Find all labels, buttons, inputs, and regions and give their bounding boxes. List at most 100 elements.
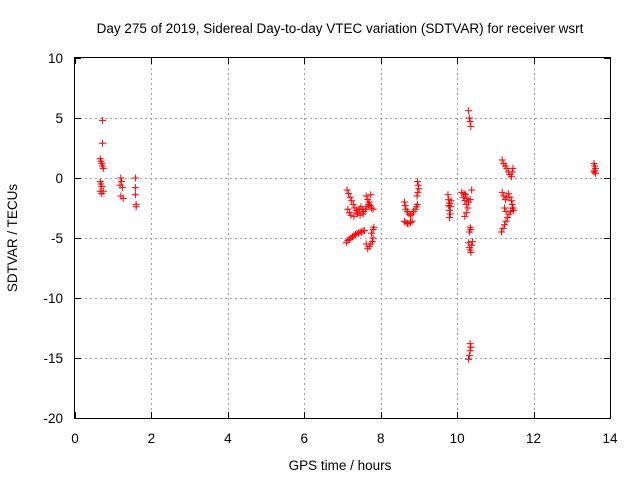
data-point xyxy=(349,200,357,208)
data-point xyxy=(466,196,474,204)
data-point xyxy=(468,241,476,249)
data-point xyxy=(413,200,421,208)
data-point xyxy=(507,197,515,205)
data-point xyxy=(368,229,376,237)
y-tick-label: 0 xyxy=(55,171,63,186)
data-point xyxy=(465,114,473,122)
data-point xyxy=(462,209,470,217)
data-point xyxy=(369,205,377,213)
data-point xyxy=(368,204,376,212)
data-point xyxy=(467,122,475,130)
data-point xyxy=(346,193,354,201)
data-point xyxy=(444,191,452,199)
data-point xyxy=(507,208,515,216)
data-point xyxy=(446,206,453,214)
x-tick-label: 12 xyxy=(526,431,541,446)
y-tick-label: 5 xyxy=(55,111,63,126)
data-point xyxy=(347,211,355,219)
data-point xyxy=(361,227,369,235)
data-point xyxy=(460,190,468,198)
y-tick-label: 10 xyxy=(48,51,63,66)
data-point xyxy=(507,173,515,181)
data-point xyxy=(359,210,367,218)
y-axis-label: SDTVAR / TECUs xyxy=(5,184,20,293)
data-point xyxy=(465,355,473,363)
data-point xyxy=(401,202,409,210)
data-point xyxy=(465,228,473,236)
data-point xyxy=(98,182,106,190)
data-point xyxy=(99,116,107,124)
data-point xyxy=(461,212,469,220)
x-tick-labels: 0 2 4 6 8 10 12 14 xyxy=(71,431,618,446)
data-point xyxy=(467,248,475,256)
data-point xyxy=(413,178,421,186)
data-point xyxy=(118,178,126,186)
data-point xyxy=(465,107,473,115)
data-point xyxy=(344,205,352,213)
data-point xyxy=(508,168,516,176)
data-points xyxy=(96,107,599,363)
data-point xyxy=(503,164,511,172)
data-point xyxy=(345,190,353,198)
data-point xyxy=(358,228,366,236)
x-tick-label: 0 xyxy=(71,431,79,446)
data-point xyxy=(355,229,363,237)
data-point xyxy=(407,218,415,226)
data-point xyxy=(498,156,506,164)
data-point xyxy=(500,192,508,200)
chart-title: Day 275 of 2019, Sidereal Day-to-day VTE… xyxy=(97,21,584,36)
data-point xyxy=(591,169,599,177)
data-point xyxy=(506,193,514,201)
data-point xyxy=(466,347,474,355)
data-point xyxy=(446,203,454,211)
data-point xyxy=(462,191,470,199)
data-point xyxy=(343,186,351,194)
data-point xyxy=(117,174,125,182)
data-point xyxy=(119,194,127,202)
data-point xyxy=(131,191,139,199)
x-axis-label: GPS time / hours xyxy=(289,458,392,473)
grid-lines xyxy=(75,58,610,418)
data-point xyxy=(351,230,359,238)
data-point xyxy=(445,202,453,210)
data-point xyxy=(466,340,474,348)
data-point xyxy=(118,184,126,192)
data-point xyxy=(510,206,518,214)
data-point xyxy=(99,187,107,195)
data-point xyxy=(501,204,509,212)
y-tick-label: -10 xyxy=(43,291,63,306)
data-point xyxy=(415,185,423,193)
data-point xyxy=(370,223,378,231)
x-tick-label: 8 xyxy=(377,431,385,446)
x-tick-label: 10 xyxy=(450,431,465,446)
data-point xyxy=(362,192,370,200)
y-tick-label: -5 xyxy=(51,231,63,246)
data-point xyxy=(367,191,375,199)
data-point xyxy=(132,203,140,211)
x-tick-label: 2 xyxy=(148,431,156,446)
data-point xyxy=(509,164,517,172)
x-tick-label: 14 xyxy=(602,431,618,446)
y-tick-label: -20 xyxy=(43,411,63,426)
data-point xyxy=(400,198,408,206)
data-point xyxy=(369,234,377,242)
data-point xyxy=(368,238,376,246)
plot-frame xyxy=(74,57,611,419)
data-point xyxy=(502,217,510,225)
data-point xyxy=(464,204,472,212)
x-tick-label: 6 xyxy=(301,431,309,446)
data-point xyxy=(365,198,373,206)
x-tick-label: 4 xyxy=(224,431,232,446)
data-point xyxy=(446,210,454,218)
data-point xyxy=(498,188,506,196)
data-point xyxy=(504,214,512,222)
data-point xyxy=(446,214,453,222)
y-tick-label: -15 xyxy=(43,351,63,366)
data-point xyxy=(131,174,139,182)
data-point xyxy=(131,184,139,192)
data-point xyxy=(468,238,476,246)
data-point xyxy=(497,228,505,236)
data-point xyxy=(590,168,598,176)
data-point xyxy=(348,197,356,205)
